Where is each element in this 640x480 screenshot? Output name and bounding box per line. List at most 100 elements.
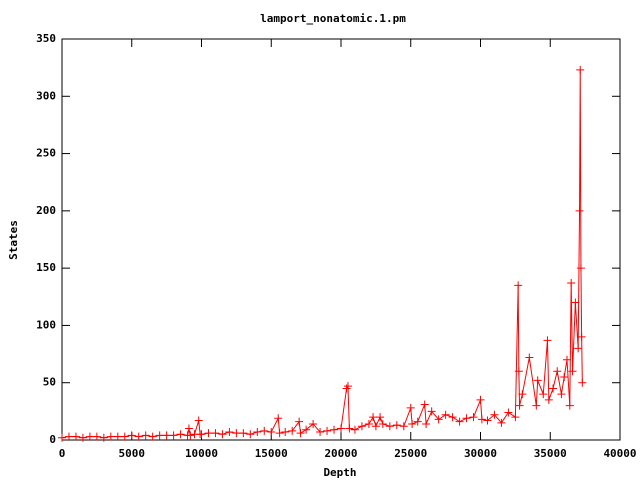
point-marker bbox=[576, 264, 585, 273]
x-tick-label: 5000 bbox=[119, 447, 146, 460]
point-marker bbox=[441, 410, 450, 419]
point-marker bbox=[71, 432, 80, 441]
point-marker bbox=[408, 419, 417, 428]
point-marker bbox=[302, 425, 311, 434]
point-marker bbox=[343, 382, 352, 391]
point-marker bbox=[514, 367, 523, 376]
point-marker bbox=[64, 432, 73, 441]
point-marker bbox=[316, 427, 325, 436]
point-marker bbox=[511, 413, 520, 422]
point-marker bbox=[427, 407, 436, 416]
point-marker bbox=[549, 384, 558, 393]
point-marker bbox=[225, 427, 234, 436]
point-marker bbox=[162, 431, 171, 440]
point-marker bbox=[576, 65, 585, 74]
point-marker bbox=[288, 426, 297, 435]
point-marker bbox=[357, 422, 366, 431]
point-marker bbox=[345, 424, 354, 433]
chart-title: lamport_nonatomic.1.pm bbox=[260, 12, 406, 25]
point-marker bbox=[295, 417, 304, 426]
point-marker bbox=[364, 419, 373, 428]
point-marker bbox=[267, 427, 276, 436]
x-tick-label: 30000 bbox=[464, 447, 497, 460]
point-marker bbox=[120, 432, 129, 441]
point-marker bbox=[155, 431, 164, 440]
point-marker bbox=[330, 425, 339, 434]
point-marker bbox=[476, 395, 485, 404]
point-marker bbox=[274, 414, 283, 423]
point-marker bbox=[323, 426, 332, 435]
point-marker bbox=[392, 421, 401, 430]
y-tick-label: 0 bbox=[49, 433, 56, 446]
point-marker bbox=[577, 332, 586, 341]
point-marker bbox=[490, 410, 499, 419]
point-marker bbox=[462, 414, 471, 423]
point-marker bbox=[497, 418, 506, 427]
point-marker bbox=[525, 353, 534, 362]
point-marker bbox=[413, 417, 422, 426]
plot-frame bbox=[61, 38, 621, 441]
point-marker bbox=[275, 429, 284, 438]
point-marker bbox=[422, 419, 431, 428]
y-tick-label: 350 bbox=[36, 32, 56, 45]
point-marker bbox=[483, 416, 492, 425]
point-marker bbox=[134, 432, 143, 441]
x-tick-label: 20000 bbox=[324, 447, 357, 460]
point-marker bbox=[543, 336, 552, 345]
point-marker bbox=[571, 298, 580, 307]
point-marker bbox=[281, 427, 290, 436]
point-marker bbox=[406, 403, 415, 412]
x-tick-label: 25000 bbox=[394, 447, 427, 460]
y-tick-label: 150 bbox=[36, 261, 56, 274]
point-marker bbox=[567, 279, 576, 288]
point-marker bbox=[218, 430, 227, 439]
point-marker bbox=[376, 413, 385, 422]
point-marker bbox=[337, 424, 345, 433]
point-marker bbox=[557, 390, 566, 399]
point-marker bbox=[186, 431, 195, 440]
point-marker bbox=[518, 390, 527, 399]
point-marker bbox=[371, 422, 380, 431]
point-marker bbox=[434, 415, 443, 424]
point-marker bbox=[246, 430, 255, 439]
point-marker bbox=[113, 432, 122, 441]
point-marker bbox=[378, 419, 387, 428]
point-marker bbox=[127, 431, 136, 440]
point-marker bbox=[560, 372, 569, 381]
point-marker bbox=[399, 422, 408, 431]
point-marker bbox=[350, 425, 359, 434]
point-marker bbox=[448, 413, 457, 422]
point-marker bbox=[85, 432, 94, 441]
x-tick-label: 40000 bbox=[603, 447, 636, 460]
point-marker bbox=[253, 427, 262, 436]
point-marker bbox=[469, 413, 478, 422]
y-tick-label: 100 bbox=[36, 318, 56, 331]
point-marker bbox=[296, 429, 305, 438]
point-marker bbox=[184, 424, 193, 433]
point-marker bbox=[78, 433, 87, 442]
y-tick-label: 50 bbox=[43, 376, 56, 389]
point-marker bbox=[309, 419, 318, 428]
point-marker bbox=[562, 355, 571, 364]
point-marker bbox=[477, 415, 486, 424]
point-marker bbox=[148, 432, 157, 441]
x-tick-label: 10000 bbox=[185, 447, 218, 460]
point-marker bbox=[369, 413, 378, 422]
point-marker bbox=[169, 431, 178, 440]
point-marker bbox=[568, 367, 577, 376]
y-axis-label: States bbox=[7, 220, 20, 260]
point-marker bbox=[420, 400, 429, 409]
point-marker bbox=[385, 422, 394, 431]
point-marker bbox=[239, 429, 248, 438]
point-marker bbox=[553, 367, 562, 376]
x-tick-label: 35000 bbox=[534, 447, 567, 460]
point-marker bbox=[260, 426, 269, 435]
x-tick-label: 0 bbox=[59, 447, 66, 460]
point-marker bbox=[532, 401, 541, 410]
point-marker bbox=[99, 433, 108, 442]
point-marker bbox=[539, 390, 548, 399]
y-tick-label: 250 bbox=[36, 147, 56, 160]
y-tick-label: 200 bbox=[36, 204, 56, 217]
point-marker bbox=[58, 433, 66, 442]
